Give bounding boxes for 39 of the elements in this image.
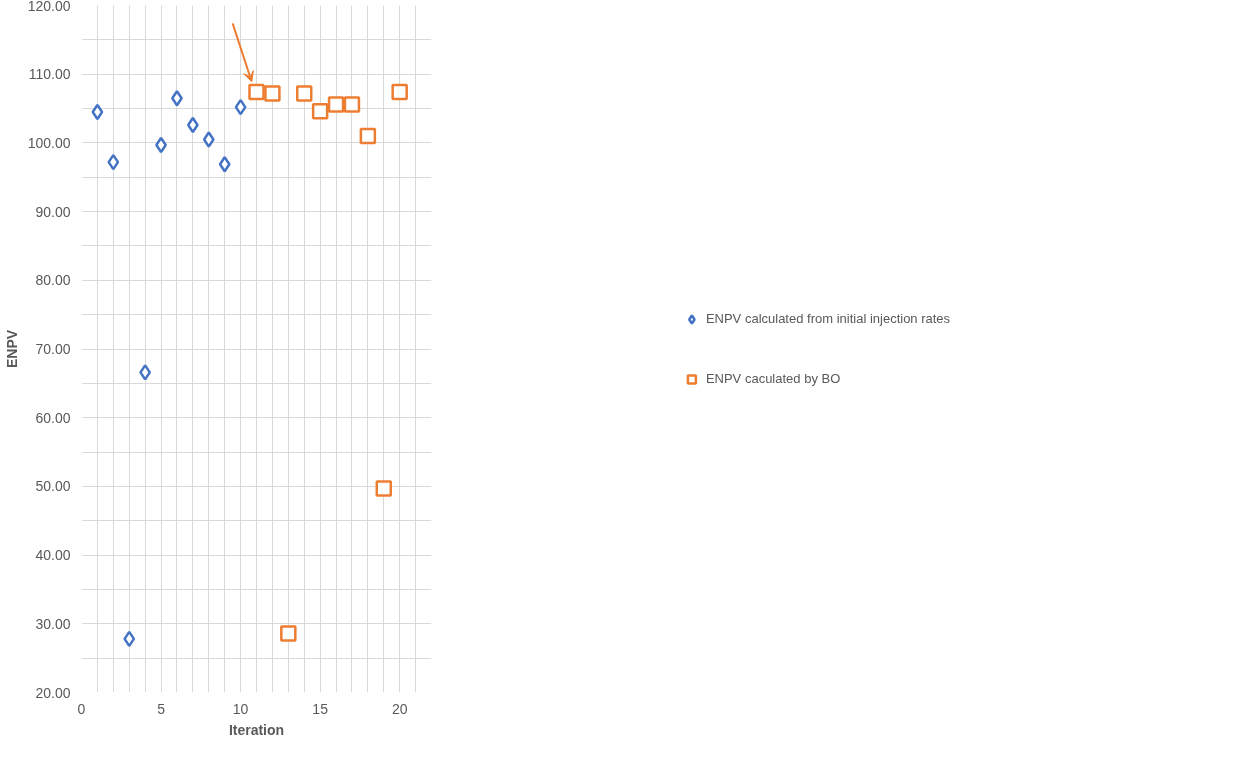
point <box>139 364 152 381</box>
point <box>186 116 199 134</box>
legend-label: ENPV calculated from initial injection rates <box>705 311 951 326</box>
point <box>171 90 183 107</box>
y-tick-label: 70.00 <box>35 341 71 357</box>
point <box>202 131 215 148</box>
point <box>391 83 408 101</box>
y-tick-label: 80.00 <box>35 272 71 289</box>
point <box>327 96 345 113</box>
point <box>343 96 361 113</box>
point <box>123 630 136 648</box>
point <box>280 625 297 642</box>
point <box>234 98 247 116</box>
y-tick-label: 100.00 <box>27 134 71 151</box>
legend-label: ENPV caculated by BO <box>705 371 841 386</box>
x-tick-label: 20 <box>391 700 408 717</box>
y-tick-label: 60.00 <box>35 409 71 426</box>
point <box>91 103 104 121</box>
y-tick-label: 40.00 <box>35 547 71 564</box>
x-axis-title: Iteration <box>228 721 285 738</box>
x-tick-label: 0 <box>77 700 86 717</box>
y-tick-label: 50.00 <box>35 478 71 495</box>
y-tick-label: 20.00 <box>35 684 71 701</box>
y-axis-title: ENPV <box>3 329 20 369</box>
x-tick-label: 5 <box>157 700 166 717</box>
point <box>264 85 281 102</box>
point <box>359 127 377 145</box>
y-tick-label: 30.00 <box>35 615 71 632</box>
y-tick-label: 120.00 <box>27 0 71 14</box>
point <box>248 83 265 101</box>
x-tick-label: 15 <box>312 700 329 717</box>
point <box>218 155 231 173</box>
y-tick-label: 90.00 <box>35 203 71 220</box>
point <box>375 480 393 497</box>
point <box>311 103 329 120</box>
x-tick-label: 10 <box>232 700 249 717</box>
point <box>107 153 120 171</box>
point <box>295 85 313 102</box>
y-tick-label: 110.00 <box>28 66 71 83</box>
